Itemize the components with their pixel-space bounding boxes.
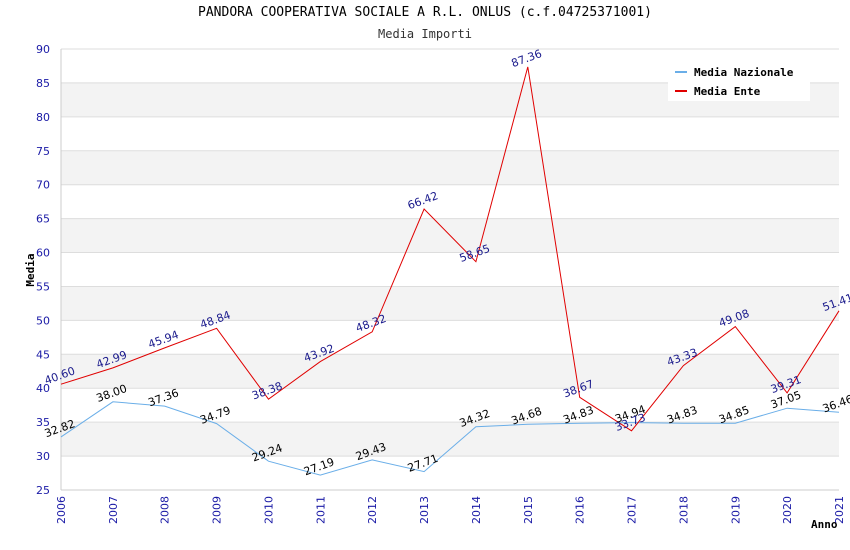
y-tick-label: 30: [36, 450, 50, 463]
x-tick-label: 2009: [211, 496, 224, 524]
series-line-media-nazionale: [60, 401, 840, 476]
x-tick-label: 2010: [262, 496, 275, 524]
y-tick-label: 25: [36, 484, 50, 497]
chart-title: PANDORA COOPERATIVA SOCIALE A R.L. ONLUS…: [198, 5, 652, 20]
data-label: 87.36: [510, 47, 544, 70]
x-tick-label: 2014: [470, 496, 483, 524]
x-tick-label: 2011: [314, 496, 327, 524]
y-tick-label: 35: [36, 416, 50, 429]
grid-band: [61, 150, 839, 185]
y-axis-label: Media: [24, 253, 37, 286]
y-tick-label: 50: [36, 314, 50, 327]
data-label: 45.94: [147, 328, 181, 351]
x-tick-label: 2021: [833, 496, 846, 524]
chart-subtitle: Media Importi: [378, 27, 472, 41]
grid-band: [61, 354, 839, 389]
y-tick-label: 90: [36, 43, 50, 56]
legend: Media Nazionale Media Ente: [668, 61, 810, 101]
x-tick-label: 2013: [418, 496, 431, 524]
x-tick-label: 2012: [366, 496, 379, 524]
grid-band: [61, 422, 839, 457]
y-tick-label: 40: [36, 382, 50, 395]
x-tick-label: 2007: [107, 496, 120, 524]
y-tick-label: 60: [36, 247, 50, 260]
y-tick-label: 65: [36, 213, 50, 226]
axes: [60, 49, 839, 491]
grid-band: [61, 286, 839, 321]
legend-box: [668, 61, 810, 101]
y-tick-label: 75: [36, 145, 50, 158]
x-tick-label: 2020: [781, 496, 794, 524]
y-tick-label: 45: [36, 348, 50, 361]
y-tick-labels: 25 30 35 40 45 50 55 60 65 70 75 80 85 90: [36, 43, 50, 497]
x-axis-label: Anno: [811, 518, 838, 531]
x-tick-label: 2017: [626, 496, 639, 524]
y-tick-label: 85: [36, 77, 50, 90]
y-tick-label: 55: [36, 280, 50, 293]
x-tick-labels: 2006 2007 2008 2009 2010 2011 2012 2013 2014 2015…: [55, 496, 846, 524]
x-tick-label: 2006: [55, 496, 68, 524]
x-tick-label: 2019: [729, 496, 742, 524]
x-tick-label: 2008: [159, 496, 172, 524]
y-tick-label: 70: [36, 179, 50, 192]
data-label: 66.42: [406, 189, 440, 212]
x-tick-label: 2016: [574, 496, 587, 524]
legend-label: Media Ente: [694, 85, 761, 98]
series-line-media-ente: [60, 66, 840, 432]
y-tick-label: 80: [36, 111, 50, 124]
x-tick-label: 2018: [677, 496, 690, 524]
x-tick-label: 2015: [522, 496, 535, 524]
legend-label: Media Nazionale: [694, 66, 794, 79]
series-lines: [60, 66, 840, 476]
grid-bands: [61, 82, 839, 457]
